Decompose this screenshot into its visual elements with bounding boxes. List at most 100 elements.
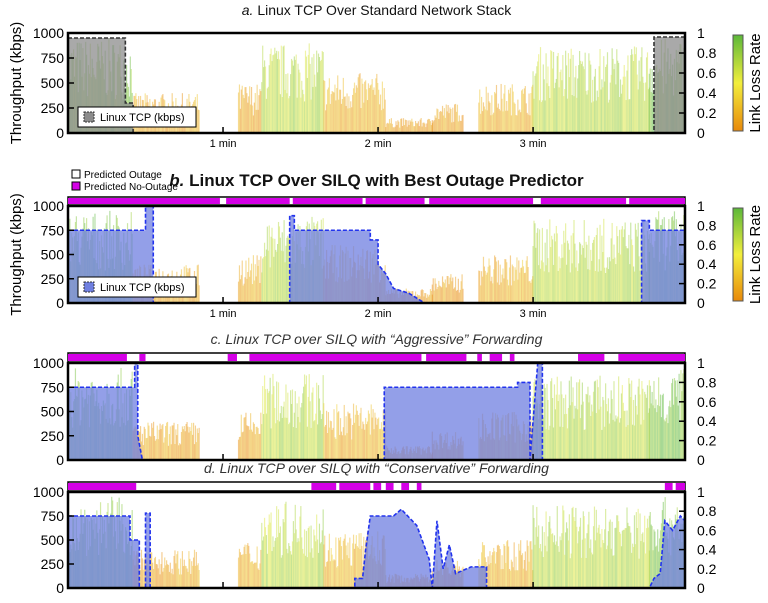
no-outage-segment [68, 483, 137, 490]
y-tick-label: 1000 [33, 25, 64, 41]
y-tick-label: 0 [56, 452, 64, 468]
colorbar [732, 34, 744, 132]
no-outage-segment [365, 198, 425, 204]
throughput-area [68, 206, 685, 303]
y2-tick-label: 1 [697, 25, 705, 41]
chart-title: b. Linux TCP Over SILQ with Best Outage … [169, 171, 584, 190]
y2-tick-label: 0.2 [697, 276, 717, 292]
legend-swatch [83, 281, 95, 293]
no-outage-segment [509, 354, 515, 361]
title-text: Linux TCP over SILQ with “Aggressive” Fo… [225, 331, 542, 347]
y-tick-label: 0 [56, 125, 64, 141]
throughput-line [68, 508, 686, 589]
no-outage-segment [618, 354, 685, 361]
y2-tick-label: 0.6 [697, 394, 717, 410]
y2-tick-label: 0.6 [697, 237, 717, 253]
no-outage-segment [339, 483, 371, 490]
no-outage-segment [629, 198, 685, 204]
y-tick-label: 250 [41, 271, 65, 287]
y2-tick-label: 1 [697, 198, 705, 214]
throughput-area [68, 509, 685, 588]
y2-tick-label: 1 [697, 484, 705, 500]
y-tick-label: 250 [41, 428, 65, 444]
throughput-line [68, 205, 685, 304]
no-outage-segment [373, 483, 382, 490]
y-tick-label: 750 [41, 222, 65, 238]
no-outage-segment [540, 198, 627, 204]
y2-tick-label: 0.8 [697, 503, 717, 519]
y2-tick-label: 0.2 [697, 433, 717, 449]
no-outage-segment [426, 354, 467, 361]
title-prefix: c. [211, 331, 222, 347]
y2-tick-label: 0.4 [697, 413, 717, 429]
no-outage-segment [401, 483, 410, 490]
y2-tick-label: 0.8 [697, 217, 717, 233]
y-tick-label: 500 [41, 404, 65, 420]
panel-b: b. Linux TCP Over SILQ with Best Outage … [8, 171, 764, 320]
panel-a: a. Linux TCP Over Standard Network Stack… [8, 2, 764, 150]
y2-tick-label: 1 [697, 355, 705, 371]
chart-title: d. Linux TCP over SILQ with “Conservativ… [204, 460, 549, 476]
chart-title: a. Linux TCP Over Standard Network Stack [242, 2, 513, 18]
x-tick-label: 1 min [210, 308, 237, 320]
title-text: Linux TCP Over SILQ with Best Outage Pre… [189, 171, 584, 190]
x-tick-label: 3 min [520, 138, 547, 150]
no-outage-segment [68, 198, 220, 204]
no-outage-segment [311, 483, 337, 490]
no-outage-segment [578, 354, 605, 361]
y-tick-label: 500 [41, 532, 65, 548]
legend-no-outage-swatch [71, 181, 81, 191]
legend-box [77, 276, 197, 298]
y2-tick-label: 0.8 [697, 374, 717, 390]
y2-tick-label: 0.2 [697, 561, 717, 577]
y-axis-label: Throughput (kbps) [8, 22, 25, 145]
y-tick-label: 750 [41, 50, 65, 66]
no-outage-segment [664, 483, 673, 490]
y-tick-label: 1000 [33, 484, 64, 500]
no-outage-segment [416, 483, 422, 490]
no-outage-segment [385, 483, 394, 490]
y-tick-label: 500 [41, 247, 65, 263]
no-outage-segment [292, 198, 363, 204]
y-axis-label: Throughput (kbps) [8, 193, 25, 316]
title-prefix: a. [242, 2, 254, 18]
y2-tick-label: 0.2 [697, 105, 717, 121]
colorbar [732, 207, 744, 302]
y-tick-label: 750 [41, 508, 65, 524]
no-outage-segment [227, 354, 237, 361]
y2-tick-label: 0 [697, 125, 705, 141]
throughput-area [68, 363, 685, 460]
x-tick-label: 2 min [365, 138, 392, 150]
panel-c: c. Linux TCP over SILQ with “Aggressive”… [33, 331, 717, 468]
legend-label: Linux TCP (kbps) [100, 282, 185, 294]
legend-no-outage-label: Predicted No-Outage [84, 182, 178, 193]
legend-outage-swatch [71, 169, 81, 179]
title-prefix: d. [204, 460, 216, 476]
no-outage-segment [489, 354, 503, 361]
y2-tick-label: 0.8 [697, 45, 717, 61]
y-tick-label: 1000 [33, 198, 64, 214]
y2-tick-label: 0.6 [697, 65, 717, 81]
chart-title: c. Linux TCP over SILQ with “Aggressive”… [211, 331, 543, 347]
no-outage-segment [429, 198, 534, 204]
x-tick-label: 1 min [210, 138, 237, 150]
y2-tick-label: 0.4 [697, 542, 717, 558]
title-prefix: b. [169, 171, 184, 190]
y2-tick-label: 0.6 [697, 522, 717, 538]
x-tick-label: 3 min [520, 308, 547, 320]
no-outage-segment [249, 354, 422, 361]
y-tick-label: 1000 [33, 355, 64, 371]
y-tick-label: 500 [41, 75, 65, 91]
y2-tick-label: 0 [697, 452, 705, 468]
y-tick-label: 250 [41, 556, 65, 572]
no-outage-segment [139, 354, 146, 361]
y-tick-label: 0 [56, 295, 64, 311]
y-tick-label: 0 [56, 580, 64, 596]
legend-outage-label: Predicted Outage [84, 170, 162, 181]
y2-tick-label: 0 [697, 295, 705, 311]
y-tick-label: 750 [41, 379, 65, 395]
legend-box [77, 106, 197, 128]
no-outage-segment [226, 198, 290, 204]
